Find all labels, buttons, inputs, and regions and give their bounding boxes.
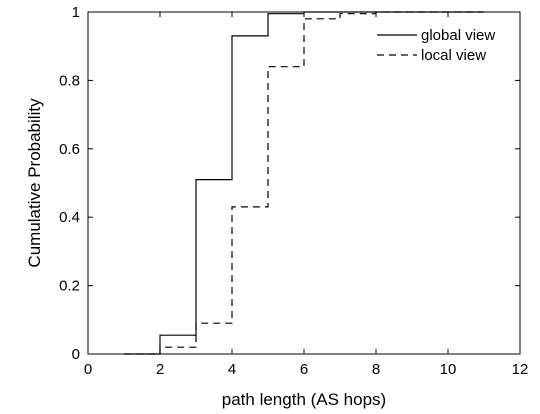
y-tick-label: 0.8: [59, 72, 80, 89]
y-tick-label: 0.6: [59, 141, 80, 158]
y-tick-label: 0.2: [59, 278, 80, 295]
x-tick-label: 2: [156, 361, 164, 378]
x-tick-label: 0: [84, 361, 92, 378]
y-tick-label: 1: [72, 4, 80, 21]
x-tick-label: 6: [300, 361, 308, 378]
legend-label: global view: [421, 27, 495, 44]
x-axis-title: path length (AS hops): [222, 390, 386, 409]
x-tick-label: 4: [228, 361, 236, 378]
y-tick-label: 0.4: [59, 209, 80, 226]
x-tick-label: 8: [372, 361, 380, 378]
x-tick-label: 12: [512, 361, 529, 378]
plot-frame: [87, 11, 521, 355]
x-tick-label: 10: [440, 361, 457, 378]
y-tick-label: 0: [72, 346, 80, 363]
x-axis-ticks: 0 2 4 6 8 10 12: [84, 12, 529, 378]
plot-background: [88, 12, 520, 354]
legend: global view local view: [377, 27, 495, 64]
legend-label: local view: [421, 47, 486, 64]
y-axis-title: Cumulative Probability: [25, 98, 44, 268]
